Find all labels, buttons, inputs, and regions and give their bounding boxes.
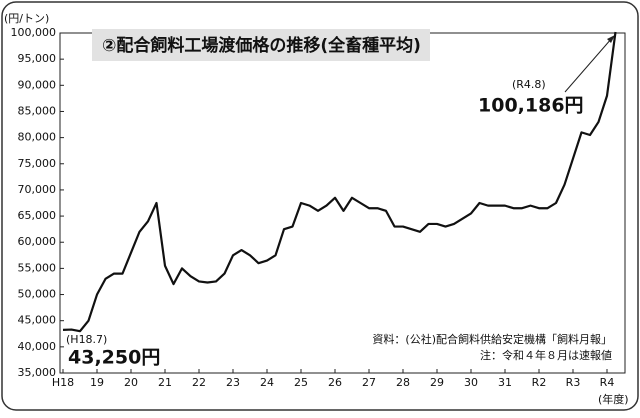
annotation: (H18.7) bbox=[66, 333, 107, 346]
x-tick-label: R4 bbox=[600, 376, 615, 389]
y-unit: (円/トン) bbox=[4, 12, 49, 25]
title-box bbox=[92, 29, 430, 61]
annotation-arrow bbox=[564, 37, 613, 93]
y-tick-label: 70,000 bbox=[18, 183, 57, 196]
y-tick-label: 75,000 bbox=[18, 157, 57, 170]
arrow-head bbox=[607, 35, 615, 43]
y-tick-label: 95,000 bbox=[18, 52, 57, 65]
y-tick-label: 85,000 bbox=[18, 104, 57, 117]
frame bbox=[1, 1, 639, 411]
x-tick-label: 31 bbox=[498, 376, 512, 389]
x-tick-label: 28 bbox=[396, 376, 410, 389]
y-tick-label: 90,000 bbox=[18, 78, 57, 91]
chart-title: ②配合飼料工場渡価格の推移(全畜種平均) bbox=[102, 35, 421, 56]
x-tick-label: 27 bbox=[362, 376, 376, 389]
x-tick-label: 24 bbox=[260, 376, 274, 389]
x-tick-label: H18 bbox=[52, 376, 74, 389]
x-tick-label: 19 bbox=[90, 376, 104, 389]
y-tick-label: 50,000 bbox=[18, 288, 57, 301]
x-tick-label: 30 bbox=[464, 376, 478, 389]
x-tick-label: R2 bbox=[532, 376, 547, 389]
y-tick-label: 55,000 bbox=[18, 261, 57, 274]
y-tick-label: 35,000 bbox=[18, 366, 57, 379]
y-tick-label: 100,000 bbox=[11, 26, 57, 39]
x-tick-label: 21 bbox=[158, 376, 172, 389]
annotation: 100,186円 bbox=[478, 95, 584, 117]
x-unit: (年度) bbox=[598, 392, 629, 406]
note: 注：令和４年８月は速報値 bbox=[480, 348, 612, 362]
y-tick-label: 65,000 bbox=[18, 209, 57, 222]
x-tick-label: R3 bbox=[566, 376, 581, 389]
y-tick-label: 60,000 bbox=[18, 235, 57, 248]
y-tick-label: 40,000 bbox=[18, 340, 57, 353]
line bbox=[62, 31, 617, 333]
annotation: (R4.8) bbox=[512, 78, 546, 91]
y-tick-label: 80,000 bbox=[18, 131, 57, 144]
x-tick-label: 26 bbox=[328, 376, 342, 389]
x-tick-label: 22 bbox=[192, 376, 206, 389]
source: 資料：(公社)配合飼料供給安定機構「飼料月報」 bbox=[372, 332, 612, 346]
annotation: 43,250円 bbox=[68, 347, 160, 369]
x-tick-label: 23 bbox=[226, 376, 240, 389]
x-tick-label: 25 bbox=[294, 376, 308, 389]
x-tick-label: 20 bbox=[124, 376, 138, 389]
x-tick-label: 29 bbox=[430, 376, 444, 389]
y-tick-label: 45,000 bbox=[18, 314, 57, 327]
